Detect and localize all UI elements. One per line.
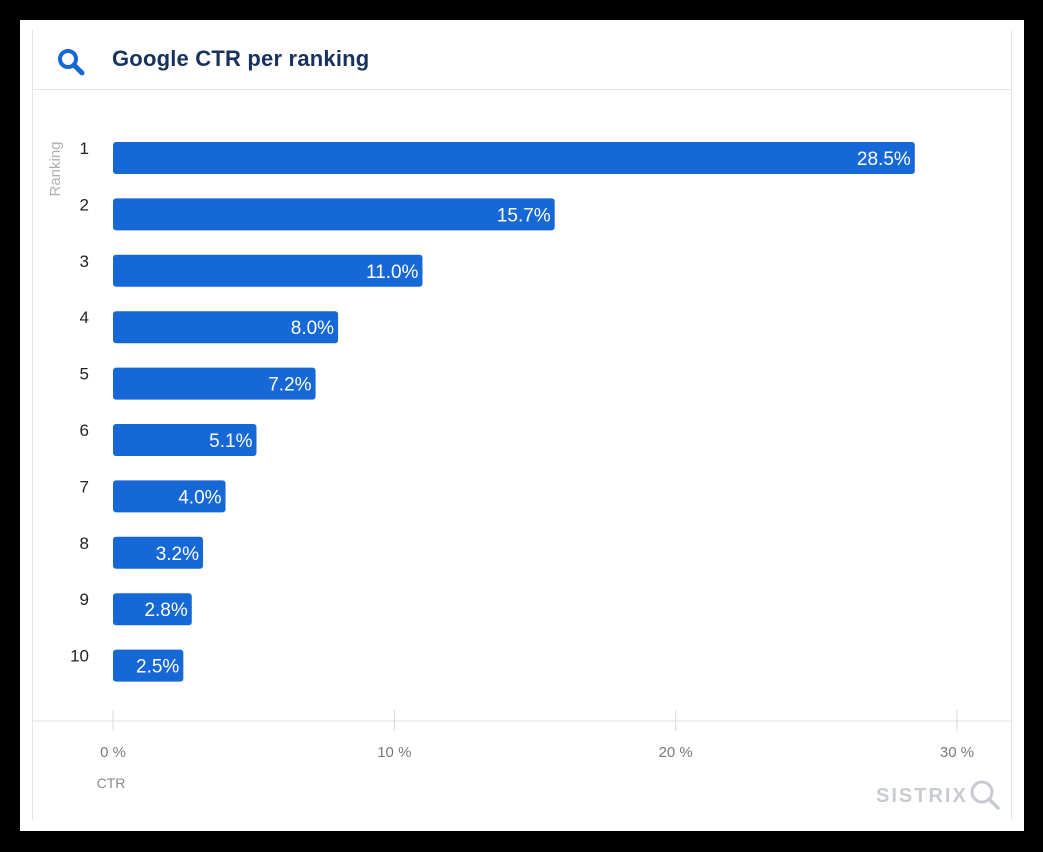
data-label: 28.5%	[857, 149, 911, 170]
x-tick-label: 30 %	[940, 744, 974, 761]
bar	[113, 649, 184, 682]
bar	[113, 480, 226, 513]
bar	[113, 593, 192, 626]
data-label: 11.0%	[366, 262, 419, 283]
x-axis-label: CTR	[97, 775, 126, 791]
category-label: 3	[80, 252, 89, 271]
category-label: 5	[80, 365, 89, 384]
data-label: 7.2%	[268, 375, 311, 396]
bar	[113, 367, 316, 400]
data-label: 8.0%	[291, 318, 334, 339]
bar	[113, 424, 257, 456]
search-icon	[56, 47, 86, 77]
category-label: 1	[80, 139, 89, 158]
category-label: 9	[80, 590, 89, 609]
category-label: 2	[80, 195, 89, 214]
card-header: Google CTR per ranking	[32, 30, 1012, 90]
category-label: 6	[80, 421, 89, 440]
page-title: Google CTR per ranking	[112, 46, 370, 71]
bar	[113, 198, 555, 231]
bar	[113, 142, 915, 174]
magnifier-icon	[968, 778, 1002, 815]
data-label: 2.8%	[144, 600, 187, 621]
x-tick-label: 0 %	[100, 744, 126, 761]
x-tick-label: 20 %	[659, 744, 693, 761]
brand-logo: SISTRIX	[876, 778, 1002, 815]
bar	[113, 311, 339, 344]
category-label: 7	[80, 477, 89, 496]
data-label: 15.7%	[497, 205, 551, 226]
data-label: 5.1%	[209, 431, 252, 452]
bar	[113, 536, 204, 569]
x-tick-label: 10 %	[377, 744, 411, 761]
category-label: 4	[80, 308, 89, 327]
data-label: 3.2%	[156, 544, 199, 565]
bar	[113, 254, 423, 287]
data-label: 2.5%	[136, 657, 179, 678]
y-axis-label: Ranking	[47, 141, 64, 196]
category-label: 8	[80, 534, 89, 553]
category-label: 10	[70, 647, 89, 666]
data-label: 4.0%	[178, 487, 221, 508]
brand-name: SISTRIX	[876, 785, 968, 807]
